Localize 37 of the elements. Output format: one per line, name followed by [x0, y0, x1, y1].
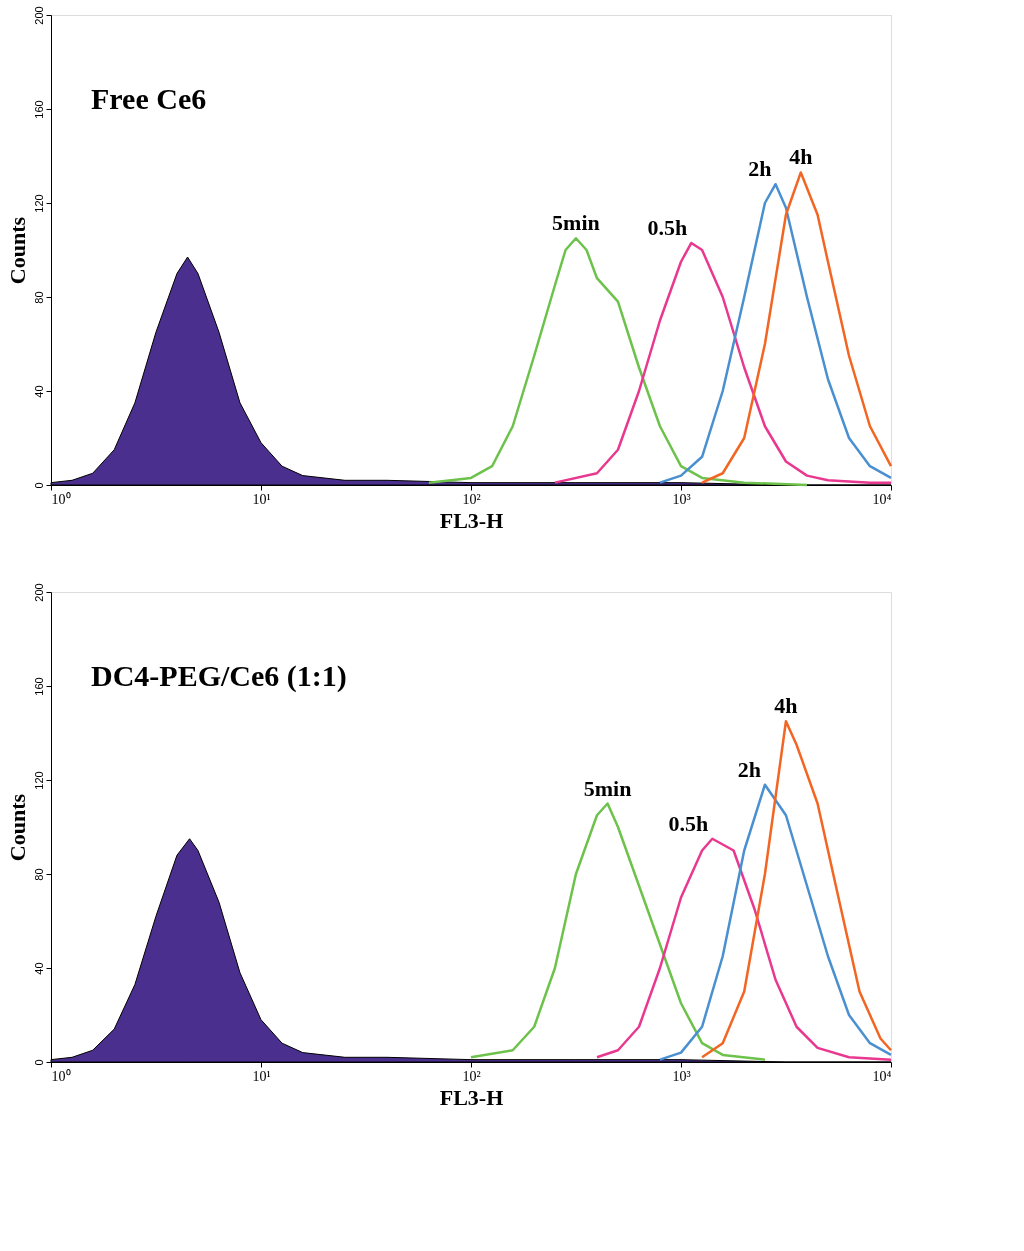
- y-tick-label: 160: [32, 677, 45, 696]
- x-tick-label: 10³: [672, 491, 691, 507]
- line-series: [658, 783, 893, 1061]
- x-tick-label: 10²: [462, 1068, 481, 1084]
- y-axis-title: Counts: [4, 216, 30, 285]
- series-label: 4h: [789, 144, 813, 170]
- series-label: 2h: [737, 756, 761, 782]
- x-tick-label: 10⁴: [872, 1068, 892, 1084]
- y-axis-title: Counts: [4, 793, 30, 862]
- x-axis-title: FL3-H: [439, 507, 504, 533]
- x-tick-label: 10³: [672, 1068, 691, 1084]
- y-tick-label: 0: [32, 1059, 45, 1066]
- text: DC4-PEG/Ce6 (1:1): [91, 659, 347, 693]
- y-tick-label: 80: [32, 868, 45, 881]
- x-axis-title: FL3-H: [439, 1084, 504, 1110]
- y-tick-label: 200: [32, 583, 45, 602]
- y-tick-label: 80: [32, 291, 45, 304]
- y-tick-label: 120: [32, 771, 45, 790]
- y-tick-label: 40: [32, 385, 45, 398]
- y-tick-label: 40: [32, 962, 45, 975]
- y-tick-label: 200: [32, 6, 45, 25]
- series-label: 5min: [552, 210, 600, 236]
- series-label: 4h: [774, 693, 798, 719]
- x-tick-label: 10¹: [252, 491, 271, 507]
- y-tick-label: 0: [32, 482, 45, 489]
- x-tick-label: 10⁰: [51, 1068, 71, 1084]
- series-label: 0.5h: [647, 214, 688, 240]
- series-label: 0.5h: [668, 810, 709, 836]
- x-tick-label: 10²: [462, 491, 481, 507]
- x-tick-label: 10⁴: [872, 491, 892, 507]
- x-tick-label: 10⁰: [51, 491, 71, 507]
- y-tick-label: 160: [32, 100, 45, 119]
- x-tick-label: 10¹: [252, 1068, 271, 1084]
- series-label: 5min: [583, 775, 632, 801]
- text: Free Ce6: [91, 82, 207, 115]
- series-label: 2h: [748, 156, 772, 182]
- y-tick-label: 120: [32, 194, 45, 213]
